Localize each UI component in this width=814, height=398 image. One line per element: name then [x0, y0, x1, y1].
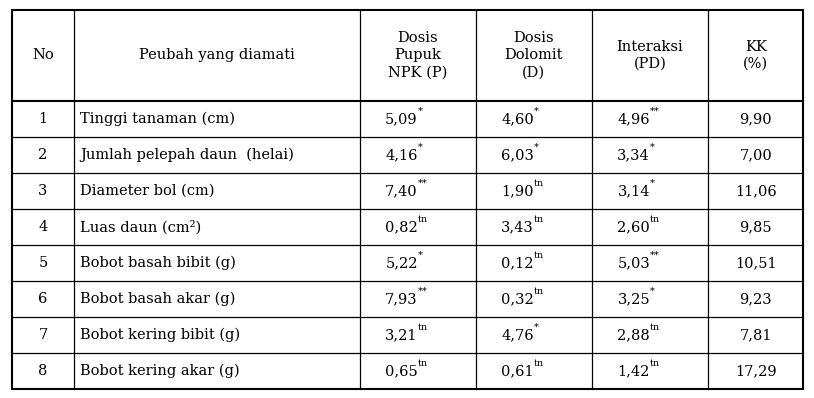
Text: Tinggi tanaman (cm): Tinggi tanaman (cm)	[81, 112, 235, 126]
Text: 17,29: 17,29	[735, 364, 777, 378]
Text: 0,61: 0,61	[501, 364, 534, 378]
Text: No: No	[33, 49, 54, 62]
Text: 7,40: 7,40	[385, 184, 418, 198]
Text: Bobot kering bibit (g): Bobot kering bibit (g)	[81, 328, 241, 342]
Text: 1: 1	[38, 112, 48, 126]
Text: 0,65: 0,65	[385, 364, 418, 378]
Text: 3,25: 3,25	[618, 292, 650, 306]
Text: tn: tn	[650, 359, 660, 368]
Text: 6,03: 6,03	[501, 148, 534, 162]
Text: tn: tn	[534, 179, 544, 187]
Text: tn: tn	[534, 251, 544, 260]
Text: KK
(%): KK (%)	[743, 40, 768, 71]
Text: 5,03: 5,03	[617, 256, 650, 270]
Text: Luas daun (cm²): Luas daun (cm²)	[81, 220, 202, 234]
Text: *: *	[534, 107, 539, 115]
Text: tn: tn	[534, 287, 544, 296]
Text: 3,34: 3,34	[617, 148, 650, 162]
Text: 7,00: 7,00	[739, 148, 772, 162]
Text: tn: tn	[418, 359, 428, 368]
Text: 6: 6	[38, 292, 48, 306]
Text: 3,43: 3,43	[501, 220, 534, 234]
Text: 7,93: 7,93	[385, 292, 418, 306]
Text: Bobot kering akar (g): Bobot kering akar (g)	[81, 364, 240, 378]
Text: **: **	[418, 287, 427, 296]
Text: 5: 5	[38, 256, 48, 270]
Text: Dosis
Pupuk
NPK (P): Dosis Pupuk NPK (P)	[388, 31, 448, 80]
Text: Dosis
Dolomit
(D): Dosis Dolomit (D)	[505, 31, 563, 80]
Text: 2,88: 2,88	[617, 328, 650, 342]
Text: 3: 3	[38, 184, 48, 198]
Text: *: *	[534, 323, 539, 332]
Text: 1,90: 1,90	[501, 184, 534, 198]
Text: 10,51: 10,51	[735, 256, 777, 270]
Text: **: **	[418, 179, 427, 187]
Text: *: *	[418, 142, 422, 152]
Text: 11,06: 11,06	[735, 184, 777, 198]
Text: 2,60: 2,60	[617, 220, 650, 234]
Text: 2: 2	[38, 148, 48, 162]
Text: *: *	[534, 142, 539, 152]
Text: 4,60: 4,60	[501, 112, 534, 126]
Text: 4,96: 4,96	[618, 112, 650, 126]
Text: **: **	[650, 107, 660, 115]
Text: 0,82: 0,82	[385, 220, 418, 234]
Text: 5,22: 5,22	[385, 256, 418, 270]
Text: Bobot basah akar (g): Bobot basah akar (g)	[81, 292, 236, 306]
Text: 5,09: 5,09	[385, 112, 418, 126]
Text: tn: tn	[418, 215, 428, 224]
Text: Jumlah pelepah daun  (helai): Jumlah pelepah daun (helai)	[81, 148, 295, 162]
Text: 9,90: 9,90	[739, 112, 772, 126]
Text: tn: tn	[534, 359, 544, 368]
Text: tn: tn	[650, 215, 660, 224]
Text: 3,14: 3,14	[618, 184, 650, 198]
Text: 9,23: 9,23	[739, 292, 772, 306]
Text: 7,81: 7,81	[740, 328, 772, 342]
Text: Interaksi
(PD): Interaksi (PD)	[617, 40, 684, 71]
Text: **: **	[650, 251, 660, 260]
Text: 0,12: 0,12	[501, 256, 534, 270]
Text: tn: tn	[418, 323, 428, 332]
Text: *: *	[650, 179, 655, 187]
Text: *: *	[418, 107, 422, 115]
Text: 8: 8	[38, 364, 48, 378]
Text: Diameter bol (cm): Diameter bol (cm)	[81, 184, 215, 198]
Text: *: *	[650, 287, 655, 296]
Text: 9,85: 9,85	[739, 220, 772, 234]
Text: 4,16: 4,16	[385, 148, 418, 162]
Text: 7: 7	[38, 328, 48, 342]
Text: tn: tn	[650, 323, 660, 332]
Text: 4: 4	[38, 220, 48, 234]
Text: 0,32: 0,32	[501, 292, 534, 306]
Text: Bobot basah bibit (g): Bobot basah bibit (g)	[81, 256, 236, 270]
Text: 1,42: 1,42	[618, 364, 650, 378]
Text: tn: tn	[534, 215, 544, 224]
Text: 4,76: 4,76	[501, 328, 534, 342]
Text: *: *	[650, 142, 655, 152]
Text: 3,21: 3,21	[385, 328, 418, 342]
Text: Peubah yang diamati: Peubah yang diamati	[139, 49, 295, 62]
Text: *: *	[418, 251, 422, 260]
